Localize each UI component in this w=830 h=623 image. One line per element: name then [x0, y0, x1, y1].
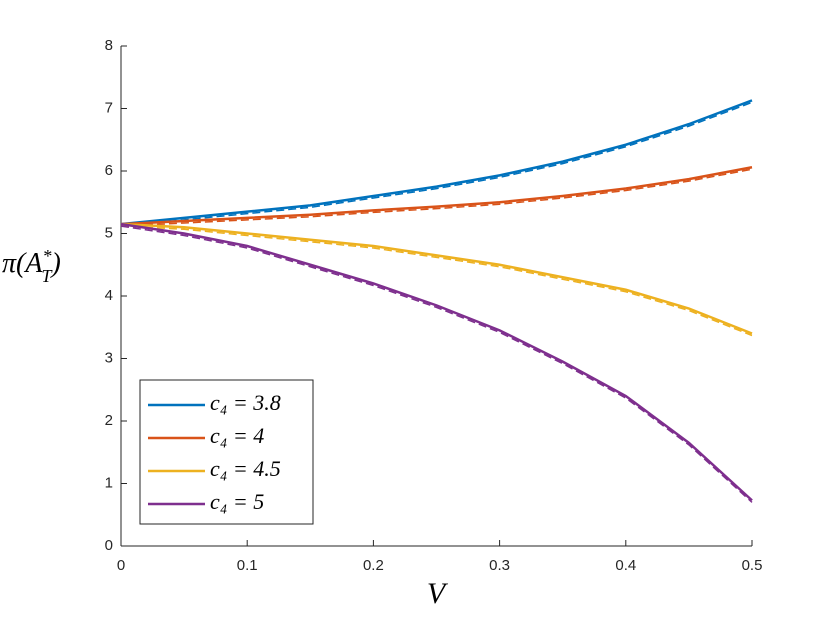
y-tick-label: 0 — [105, 537, 113, 554]
x-tick-label: 0.3 — [489, 557, 510, 574]
series-line — [120, 99, 753, 226]
x-axis-label: V — [427, 577, 449, 610]
y-tick-label: 3 — [105, 349, 113, 366]
legend-label: c₄ = 4 — [210, 423, 264, 448]
legend-label: c₄ = 5 — [210, 489, 264, 514]
y-tick-label: 8 — [105, 37, 113, 54]
series-line — [120, 222, 753, 502]
y-tick-label: 6 — [105, 162, 113, 179]
series-line — [120, 166, 753, 226]
x-tick-label: 0.5 — [742, 557, 763, 574]
y-tick-label: 2 — [105, 412, 113, 429]
legend-label: c₄ = 4.5 — [210, 456, 281, 481]
x-tick-label: 0.4 — [615, 557, 636, 574]
legend-box — [139, 379, 314, 525]
legend-label: c₄ = 3.8 — [210, 390, 281, 415]
x-tick-label: 0.1 — [237, 557, 258, 574]
y-axis-label: π(A* T) — [2, 246, 61, 286]
x-tick-label: 0 — [117, 557, 125, 574]
y-tick-label: 4 — [105, 287, 113, 304]
y-tick-label: 7 — [105, 99, 113, 116]
series-line-dashed — [120, 101, 753, 227]
series-line-dashed — [120, 225, 753, 503]
x-tick-label: 0.2 — [363, 557, 384, 574]
y-tick-label: 1 — [105, 474, 113, 491]
series-line-dashed — [120, 225, 753, 337]
series-line — [120, 222, 753, 335]
series-line-dashed — [120, 168, 753, 227]
y-tick-label: 5 — [105, 224, 113, 241]
